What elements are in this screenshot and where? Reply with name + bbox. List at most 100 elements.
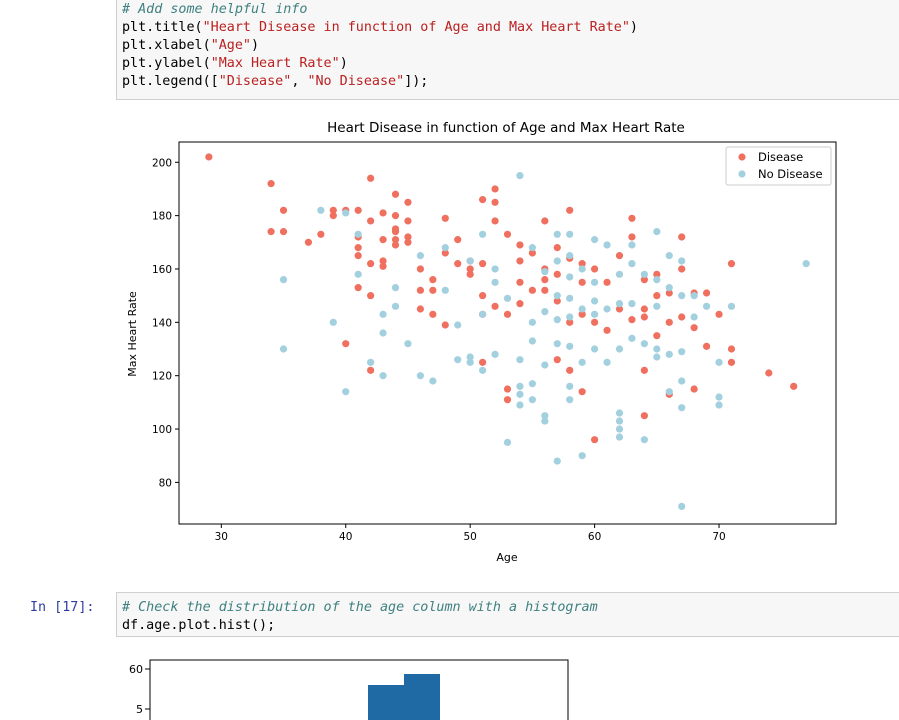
data-point (441, 286, 449, 294)
data-point (304, 238, 313, 246)
code-punct: ) (251, 38, 260, 53)
data-point (367, 292, 375, 300)
data-point (553, 244, 561, 252)
data-point (279, 228, 288, 236)
chart-title: Heart Disease in function of Age and Max… (327, 120, 685, 136)
histogram-output: 60 5 (129, 659, 569, 720)
data-point (578, 388, 586, 396)
data-point (790, 382, 798, 390)
data-point (391, 212, 400, 220)
data-point (279, 345, 288, 353)
axis-ticks: 30 40 50 60 70 80 100 120 140 160 180 200 (152, 157, 726, 543)
data-point (391, 302, 400, 310)
data-point (416, 372, 424, 380)
data-point (329, 212, 337, 220)
data-point (615, 417, 624, 425)
data-point (640, 313, 648, 321)
data-point (553, 316, 561, 324)
data-point (553, 292, 561, 300)
data-point (503, 230, 512, 238)
data-point (416, 286, 424, 294)
data-point (479, 292, 487, 300)
code-cell-histogram[interactable]: # Check the distribution of the age colu… (116, 592, 899, 637)
data-point (541, 417, 549, 425)
data-point (640, 305, 648, 313)
data-point (404, 198, 412, 206)
data-point (715, 358, 723, 366)
data-point (491, 265, 499, 273)
data-point (354, 252, 362, 260)
data-point (516, 241, 524, 249)
data-point (528, 396, 536, 404)
data-point (553, 356, 561, 364)
data-point (603, 305, 611, 313)
y-tick-label: 100 (152, 424, 172, 436)
data-point (391, 225, 400, 233)
code-comment: # Check the distribution of the age colu… (122, 600, 598, 615)
data-point (640, 276, 648, 284)
data-point (391, 241, 400, 249)
data-point (553, 230, 561, 238)
y-tick-label: 200 (152, 157, 172, 169)
data-point (591, 436, 599, 444)
data-point (678, 348, 686, 356)
code-punct: ]); (404, 74, 429, 89)
legend-label-no-disease: No Disease (758, 167, 823, 181)
y-tick-label: 160 (152, 264, 172, 276)
data-point (441, 321, 449, 329)
data-point (342, 388, 350, 396)
data-point (503, 438, 512, 446)
data-point (367, 358, 375, 366)
data-point (491, 278, 499, 286)
data-point (566, 313, 574, 321)
data-point (479, 310, 487, 318)
x-tick-label: 60 (588, 531, 601, 543)
data-point (628, 300, 636, 308)
data-point (379, 262, 387, 270)
data-point (503, 310, 512, 318)
data-point (553, 297, 561, 305)
code-editor[interactable]: # Add some helpful info plt.title("Heart… (117, 0, 899, 91)
data-point (404, 233, 412, 241)
data-point (279, 206, 288, 214)
data-point (553, 340, 561, 348)
data-point (516, 300, 524, 308)
data-point (329, 206, 337, 214)
data-point (367, 260, 375, 268)
code-cell-plot-labels[interactable]: # Add some helpful info plt.title("Heart… (116, 0, 899, 100)
x-tick-label: 50 (463, 531, 476, 543)
data-point (566, 294, 574, 302)
data-point (591, 236, 599, 244)
data-point (578, 305, 586, 313)
data-point (205, 153, 213, 161)
data-point (516, 257, 524, 265)
data-point (715, 401, 723, 409)
data-point (702, 342, 711, 350)
data-point (503, 396, 512, 404)
data-point (615, 409, 624, 417)
data-point (503, 385, 512, 393)
data-point (578, 310, 586, 318)
data-point (516, 278, 524, 286)
code-editor[interactable]: # Check the distribution of the age colu… (117, 593, 899, 635)
legend-marker-no-disease (738, 170, 746, 178)
histogram-bar (404, 674, 440, 720)
code-punct: , (291, 74, 308, 89)
data-point (727, 358, 736, 366)
data-point (441, 214, 449, 222)
data-point (678, 233, 686, 241)
data-point (354, 270, 362, 278)
data-point (416, 265, 424, 273)
data-point (404, 340, 412, 348)
data-point (678, 292, 686, 300)
data-point (678, 502, 686, 510)
data-point (541, 412, 549, 420)
code-string: "No Disease" (307, 74, 405, 89)
data-point (528, 286, 536, 294)
data-point (329, 318, 337, 326)
y-tick-label: 140 (152, 317, 172, 329)
legend-label-disease: Disease (758, 150, 803, 164)
data-point (342, 340, 350, 348)
data-point (603, 278, 611, 286)
data-point (665, 284, 673, 292)
